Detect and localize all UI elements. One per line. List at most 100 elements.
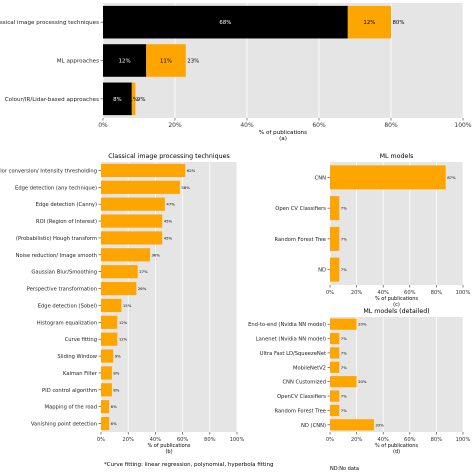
chart-d-data-label: 33%: [375, 422, 384, 427]
chart-b-category-label: Noise reduction/ Image smooth: [16, 253, 97, 259]
chart-c-category-label: Random Forest Tree: [275, 237, 327, 243]
chart-b-x-tick-label: 40%: [150, 437, 162, 443]
chart-c-category-label: Open CV Classifiers: [275, 206, 326, 212]
chart-c-x-tick-label: 100%: [456, 290, 471, 296]
chart-b-category-label: Edge detection (Sobel): [38, 303, 97, 309]
chart-d-data-label: 7%: [341, 336, 347, 341]
chart-b-category-label: Mapping of the road: [45, 405, 97, 411]
chart-c-bar: [330, 165, 446, 190]
chart-c-x-tick-label: 0%: [326, 290, 334, 296]
chart-d-category-label: Ultra Fast LD/SqueezeNet: [260, 351, 326, 357]
chart-d-x-tick-label: 60%: [404, 437, 416, 443]
chart-c-panel-label: (c): [393, 302, 400, 308]
chart-c-data-label: 7%: [341, 267, 347, 272]
chart-c-title: ML models: [380, 153, 414, 160]
chart-b-category-label: (Probabilistic) Hough transform: [16, 236, 97, 242]
chart-b-x-tick-label: 20%: [122, 437, 134, 443]
chart-a-x-tick-label: 20%: [168, 122, 182, 129]
chart-b-data-label: 6%: [111, 421, 117, 426]
chart-d-bar: [330, 419, 374, 431]
chart-a-category-label: ML approaches: [57, 59, 99, 65]
chart-b-x-tick-label: 80%: [204, 437, 216, 443]
chart-b-x-axis-label: % of publications: [147, 443, 190, 449]
chart-b-bar: [101, 383, 112, 397]
chart-d-bar: [330, 376, 357, 388]
chart-c-data-label: 7%: [341, 236, 347, 241]
footnote-nd: ND:No data: [330, 466, 359, 472]
chart-b-data-label: 58%: [181, 185, 190, 190]
chart-d-category-label: End-to-end (Nvidia NN model): [248, 322, 326, 328]
chart-d-category-label: CNN Customized: [282, 380, 326, 386]
chart-d-data-label: 20%: [358, 379, 367, 384]
chart-c-data-label: 87%: [447, 175, 456, 180]
chart-d-bar: [330, 347, 340, 359]
chart-c-x-tick-label: 60%: [404, 290, 416, 296]
chart-b-data-label: 6%: [111, 404, 117, 409]
chart-a-x-tick-label: 100%: [454, 122, 471, 129]
chart-d-category-label: OpenCV Classifiers: [277, 394, 326, 400]
chart-b-bar: [101, 265, 138, 279]
chart-a-x-tick-label: 60%: [312, 122, 326, 129]
chart-d-plot-area: [330, 317, 463, 432]
chart-b-x-tick-label: 0%: [97, 437, 105, 443]
chart-d-bar: [330, 318, 357, 330]
chart-d-data-label: 20%: [358, 322, 367, 327]
chart-b-x-tick-label: 100%: [230, 437, 245, 443]
chart-c-x-tick-label: 40%: [377, 290, 389, 296]
chart-c-category-label: CNN: [315, 175, 327, 181]
chart-c-x-axis-label: % of publications: [375, 296, 418, 302]
chart-b-category-label: Curve fitting: [65, 337, 97, 343]
chart-a-bar-segment: [103, 82, 132, 116]
chart-b-title: Classical image processing techniques: [108, 153, 230, 160]
chart-b-data-label: 9%: [115, 354, 121, 359]
chart-b-data-label: 26%: [138, 286, 147, 291]
chart-b-data-label: 15%: [123, 303, 132, 308]
chart-b-data-label: 45%: [164, 235, 173, 240]
chart-d-x-tick-label: 0%: [326, 437, 334, 443]
chart-b-bar: [101, 416, 110, 431]
chart-b-category-label: PID control algorithm: [42, 388, 97, 394]
chart-b-panel-label: (b): [165, 449, 172, 455]
chart-a-x-axis-label: % of publications: [259, 130, 307, 136]
chart-b-category-label: Kalman Filter: [63, 371, 98, 377]
chart-a-x-tick-label: 40%: [240, 122, 254, 129]
chart-c-category-label: ND: [318, 268, 326, 274]
chart-a-total-label: 9%: [137, 97, 146, 103]
chart-c-x-tick-label: 20%: [351, 290, 363, 296]
chart-a-data-label: 8%: [113, 97, 122, 103]
chart-b-data-label: 47%: [166, 202, 175, 207]
chart-d-title: ML models (detailed): [363, 308, 429, 315]
chart-c-bar: [330, 257, 340, 282]
chart-a-bar-segment: [347, 5, 391, 39]
chart-a-category-label: Classical image processing techniques: [0, 20, 99, 26]
chart-a-x-tick-label: 80%: [384, 122, 398, 129]
chart-b-bar: [101, 214, 163, 228]
chart-b-bar: [101, 197, 165, 211]
chart-b-bar: [101, 248, 150, 262]
chart-d-x-tick-label: 100%: [456, 437, 471, 443]
chart-b-data-label: 36%: [151, 252, 160, 257]
chart-b-bar: [101, 315, 118, 329]
chart-c-bar: [330, 226, 340, 251]
chart-d-bar: [330, 390, 340, 402]
chart-b-category-label: Sliding Window: [57, 354, 97, 360]
chart-d-data-label: 7%: [341, 394, 347, 399]
chart-b-bar: [101, 281, 137, 296]
chart-b-category-label: Edge detection (any technique): [15, 185, 97, 191]
chart-d-x-tick-label: 20%: [351, 437, 363, 443]
chart-b-category-label: Edge detection (Canny): [36, 202, 97, 208]
chart-a-data-label: 1%: [129, 97, 138, 103]
chart-d-category-label: MobileNetV2: [293, 365, 326, 371]
chart-d-category-label: ND (CNN): [301, 423, 326, 429]
chart-a-category-label: Colour/IR/Lidar-based approaches: [5, 97, 99, 103]
chart-b-category-label: Perspective transformation: [27, 287, 97, 293]
chart-d-data-label: 7%: [341, 408, 347, 413]
chart-b-data-label: 12%: [119, 337, 128, 342]
chart-b-bar: [101, 231, 163, 245]
chart-b-category-label: Histogram equalization: [37, 320, 97, 326]
chart-d-data-label: 7%: [341, 365, 347, 370]
chart-a-bar-segment: [103, 44, 147, 77]
chart-b-category-label: Color conversion/ Intensity thresholding: [0, 168, 97, 174]
chart-b-data-label: 8%: [113, 387, 119, 392]
chart-b-bar: [101, 180, 180, 194]
